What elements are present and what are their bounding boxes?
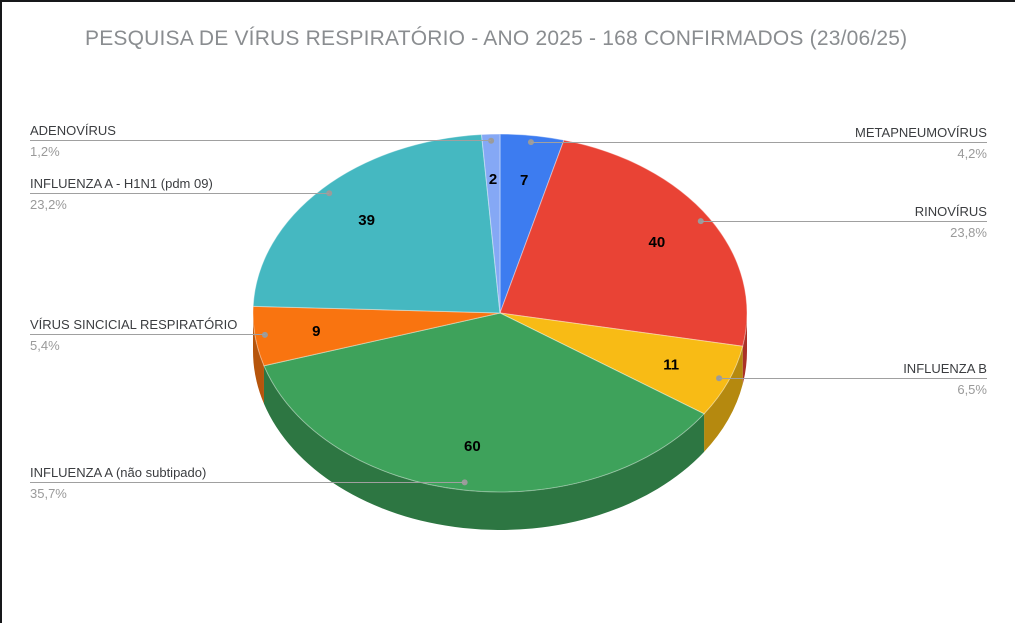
slice-value-label: 60 [464, 438, 481, 455]
chart-title: PESQUISA DE VÍRUS RESPIRATÓRIO - ANO 202… [85, 27, 908, 50]
leader-dot [261, 331, 268, 338]
pie-slice-side-rinovirus [742, 313, 747, 385]
leader-dot [527, 139, 534, 146]
slice-value-label: 39 [358, 212, 375, 229]
pie-slice-influenza-a-nao-subtipado[interactable] [263, 312, 705, 493]
pie-slice-side-virus-sincicial-respiratorio [253, 313, 264, 404]
leader-dot [488, 137, 495, 144]
pie-slice-side-influenza-b [704, 346, 743, 452]
window-top-edge [0, 0, 1015, 2]
window-left-edge [0, 0, 2, 623]
pie-slice-adenovirus[interactable] [480, 133, 501, 314]
leader-dot [716, 375, 723, 382]
leader-dot [461, 479, 468, 486]
pie-slice-influenza-a-h1n1-pdm-09[interactable] [252, 133, 501, 314]
slice-value-label: 9 [312, 323, 320, 340]
pie-slice-virus-sincicial-respiratorio[interactable] [252, 305, 501, 367]
leader-dot [326, 190, 333, 197]
pie-slice-metapneumovirus[interactable] [499, 133, 565, 314]
leader-dot [697, 218, 704, 225]
slice-value-label: 11 [663, 357, 679, 374]
slice-value-label: 7 [520, 172, 528, 189]
pie-slice-rinovirus[interactable] [499, 139, 748, 347]
pie-slice-side-influenza-a-nao-subtipado [263, 365, 705, 530]
slice-value-label: 40 [649, 234, 666, 251]
pie-slice-influenza-b[interactable] [499, 312, 744, 415]
slice-value-label: 2 [489, 171, 497, 188]
